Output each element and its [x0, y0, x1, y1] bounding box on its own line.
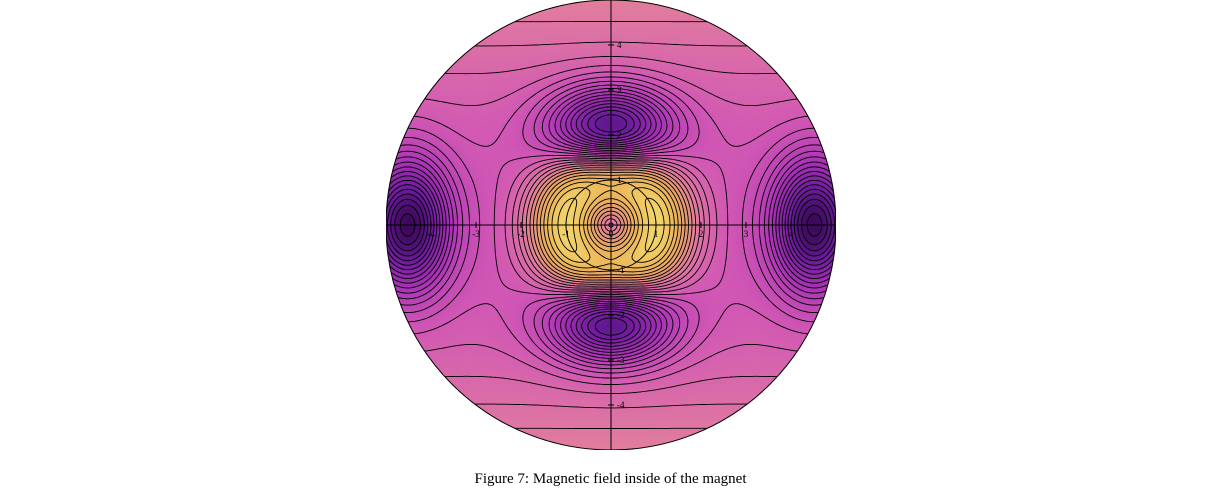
- contour-plot: -4-3-2-1012345-4-3-2-11234: [386, 0, 836, 450]
- svg-text:-3: -3: [617, 355, 625, 365]
- svg-text:-2: -2: [617, 310, 625, 320]
- svg-text:1: 1: [617, 175, 622, 185]
- figure-container: -4-3-2-1012345-4-3-2-11234: [386, 0, 836, 455]
- svg-text:0: 0: [608, 229, 613, 239]
- svg-text:4: 4: [617, 40, 622, 50]
- caption-label: Figure 7:: [474, 471, 529, 487]
- svg-text:4: 4: [788, 229, 793, 239]
- svg-text:-2: -2: [517, 229, 525, 239]
- caption-text: Magnetic field inside of the magnet: [533, 471, 747, 487]
- svg-text:-3: -3: [472, 229, 480, 239]
- svg-text:3: 3: [617, 85, 622, 95]
- svg-text:-1: -1: [617, 265, 625, 275]
- svg-text:1: 1: [653, 229, 658, 239]
- svg-text:3: 3: [743, 229, 748, 239]
- svg-text:2: 2: [617, 130, 622, 140]
- svg-text:-1: -1: [562, 229, 570, 239]
- svg-text:-4: -4: [617, 400, 625, 410]
- page: -4-3-2-1012345-4-3-2-11234 Figure 7: Mag…: [0, 0, 1221, 502]
- svg-text:-4: -4: [427, 229, 435, 239]
- svg-text:2: 2: [698, 229, 703, 239]
- figure-caption: Figure 7: Magnetic field inside of the m…: [0, 471, 1221, 488]
